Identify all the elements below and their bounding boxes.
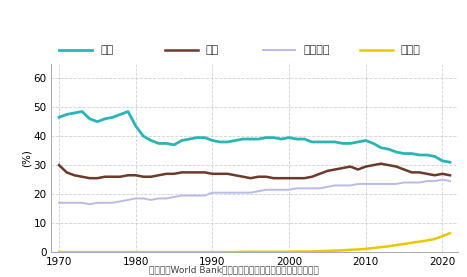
再エネ	[56, 250, 62, 254]
再エネ	[194, 250, 200, 254]
石炭	[302, 176, 307, 180]
石油	[248, 137, 254, 141]
石油	[424, 153, 430, 157]
石炭	[378, 162, 384, 165]
天然ガス	[439, 178, 445, 181]
天然ガス	[248, 191, 254, 194]
石炭	[317, 172, 323, 176]
Text: （出所：World Bankより住友商事グローバルリサーチ作成）: （出所：World Bankより住友商事グローバルリサーチ作成）	[149, 265, 318, 274]
Text: 石油: 石油	[100, 45, 113, 55]
石炭	[248, 176, 254, 180]
石炭	[271, 176, 276, 180]
天然ガス	[87, 202, 92, 206]
石油	[447, 161, 453, 164]
Y-axis label: (%): (%)	[22, 149, 32, 167]
天然ガス	[317, 187, 323, 190]
Line: 石油: 石油	[59, 112, 450, 162]
石油	[317, 140, 323, 143]
再エネ	[294, 250, 299, 253]
再エネ	[87, 250, 92, 254]
石油	[94, 120, 100, 123]
Text: 再エネ: 再エネ	[401, 45, 421, 55]
石油	[79, 110, 85, 113]
Line: 再エネ: 再エネ	[59, 233, 450, 252]
再エネ	[240, 250, 246, 253]
再エネ	[309, 250, 315, 253]
天然ガス	[94, 201, 100, 204]
天然ガス	[56, 201, 62, 204]
Line: 石炭: 石炭	[59, 164, 450, 178]
石炭	[94, 176, 100, 180]
石油	[56, 116, 62, 119]
石炭	[202, 171, 207, 174]
天然ガス	[271, 188, 276, 191]
再エネ	[417, 240, 422, 243]
Line: 天然ガス: 天然ガス	[59, 179, 450, 204]
天然ガス	[202, 194, 207, 197]
石炭	[447, 174, 453, 177]
Text: 世界のエネルギーに占める石油の比率は低下: 世界のエネルギーに占める石油の比率は低下	[146, 11, 321, 25]
天然ガス	[302, 187, 307, 190]
Text: 天然ガス: 天然ガス	[303, 45, 330, 55]
石炭	[56, 163, 62, 167]
天然ガス	[447, 179, 453, 183]
石油	[302, 137, 307, 141]
再エネ	[447, 232, 453, 235]
石油	[202, 136, 207, 139]
石炭	[87, 176, 92, 180]
Text: 石炭: 石炭	[206, 45, 219, 55]
